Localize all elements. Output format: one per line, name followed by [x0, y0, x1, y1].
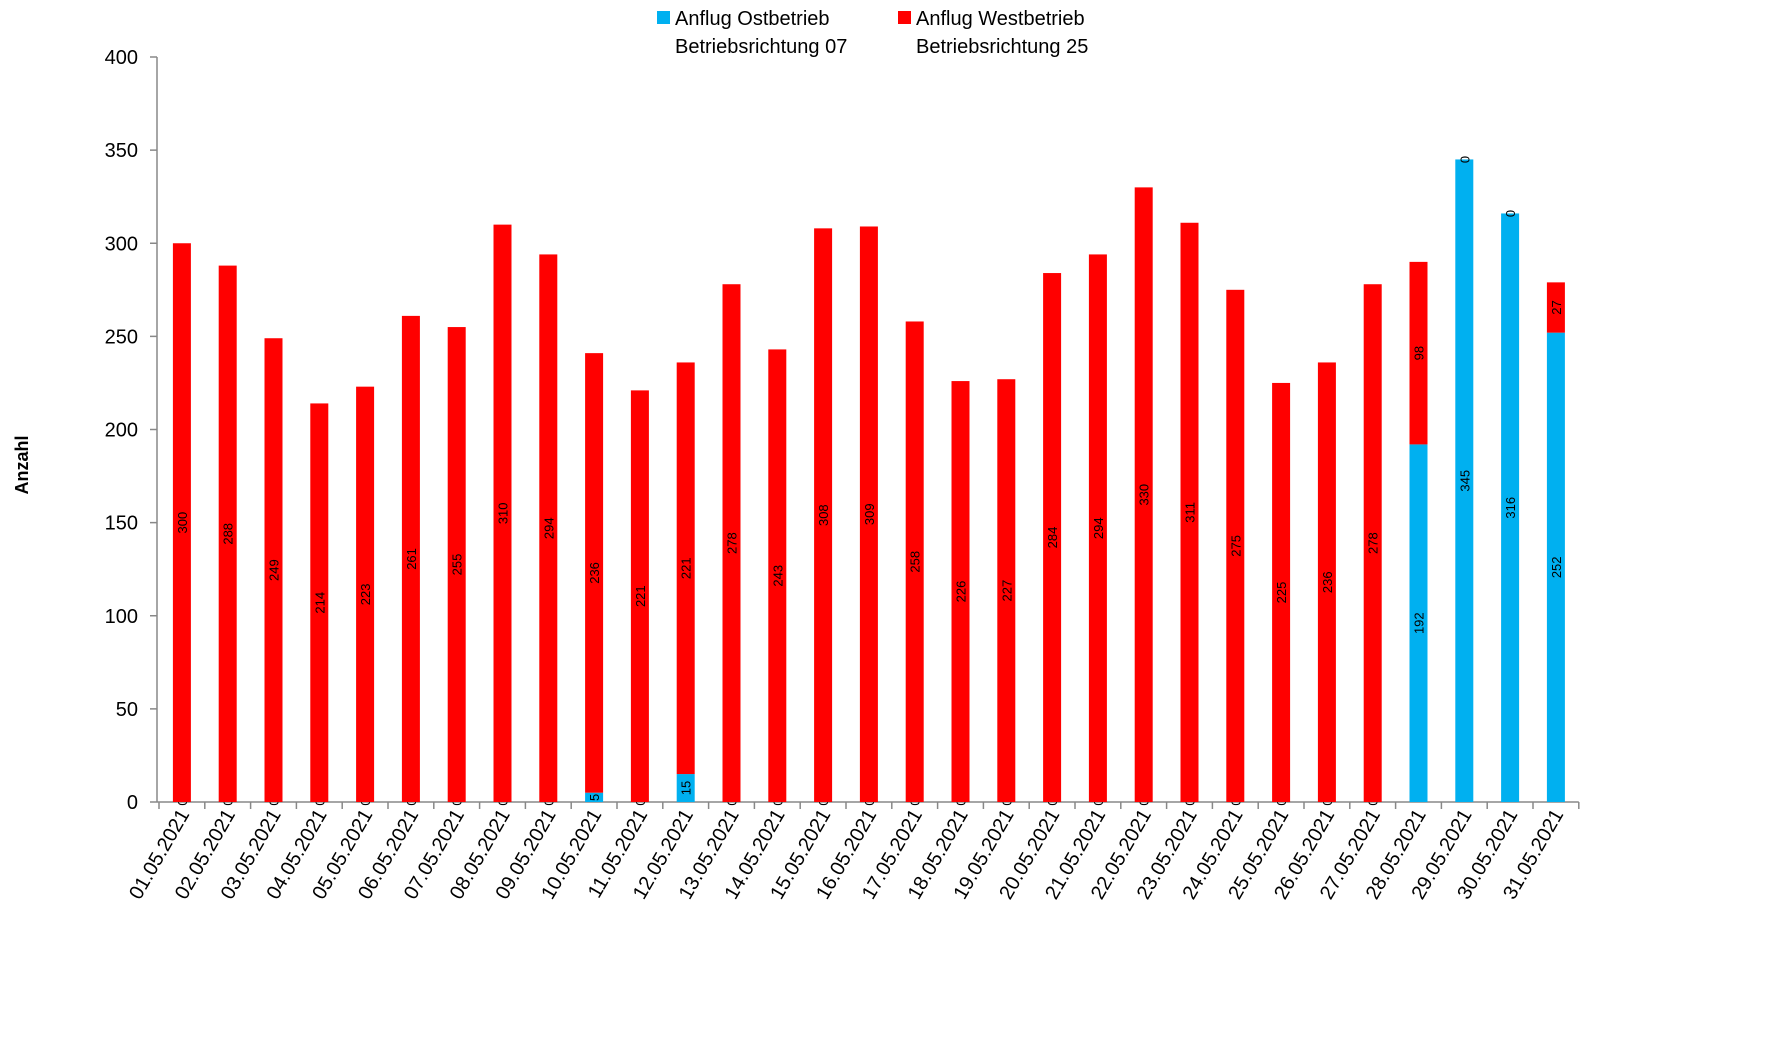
bar-segment	[814, 228, 833, 803]
value-label: 0	[1503, 210, 1518, 217]
bar-segment	[951, 381, 970, 802]
bar-segment	[768, 349, 787, 802]
bar-segment	[1317, 362, 1336, 802]
y-tick-label: 250	[105, 326, 138, 348]
value-label: 278	[725, 532, 740, 554]
bar-segment	[172, 243, 191, 802]
value-label: 227	[999, 580, 1014, 602]
bar-segment	[218, 265, 237, 803]
value-label: 221	[679, 557, 694, 579]
value-label: 255	[450, 554, 465, 576]
bar-segment	[447, 327, 466, 802]
bar-segment	[1363, 284, 1382, 803]
bar-segment	[1180, 222, 1199, 802]
bar-segment	[585, 792, 604, 802]
value-label: 27	[1549, 300, 1564, 314]
bar-segment	[676, 774, 695, 802]
bar-segment	[905, 321, 924, 802]
bar-segment	[1226, 289, 1245, 802]
bar-segment	[585, 353, 604, 793]
value-label: 308	[816, 504, 831, 526]
legend-label: Anflug Ostbetrieb Betriebsrichtung 07	[675, 8, 848, 58]
value-label: 214	[312, 592, 327, 614]
value-label: 5	[587, 794, 602, 801]
y-tick-label: 350	[105, 140, 138, 162]
bar-segment	[1409, 444, 1428, 802]
value-label: 249	[267, 559, 282, 581]
y-tick-label: 200	[105, 420, 138, 442]
y-tick-label: 150	[105, 513, 138, 535]
value-label: 236	[587, 562, 602, 584]
value-label: 294	[1091, 517, 1106, 539]
bar-segment	[630, 390, 649, 802]
bar-segment	[356, 386, 375, 802]
value-label: 223	[358, 583, 373, 605]
value-label: 0	[1457, 156, 1472, 163]
legend-swatch	[657, 11, 670, 24]
value-label: 330	[1137, 484, 1152, 506]
value-label: 258	[908, 551, 923, 573]
value-label: 252	[1549, 556, 1564, 578]
value-label: 192	[1412, 612, 1427, 634]
value-label: 300	[175, 512, 190, 534]
y-tick-label: 300	[105, 233, 138, 255]
value-label: 310	[496, 502, 511, 524]
bar-segment	[1134, 187, 1153, 802]
value-label: 236	[1320, 571, 1335, 593]
bar-segment	[722, 284, 741, 803]
value-label: 221	[633, 585, 648, 607]
value-label: 311	[1183, 502, 1198, 523]
bar-segment	[859, 226, 878, 803]
value-label: 316	[1503, 497, 1518, 519]
bar-segment	[264, 338, 283, 802]
value-label: 278	[1366, 532, 1381, 554]
value-label: 294	[541, 517, 556, 539]
value-label: 226	[954, 581, 969, 603]
bar-segment	[539, 254, 558, 803]
legend-swatch	[898, 11, 911, 24]
y-tick-label: 400	[105, 47, 138, 69]
bar-segment	[1043, 273, 1062, 802]
y-axis-label: Anzahl	[12, 435, 32, 494]
bar-segment	[997, 379, 1016, 802]
value-label: 275	[1228, 535, 1243, 557]
bar-segment	[1455, 159, 1474, 802]
y-tick-label: 50	[116, 699, 138, 721]
value-label: 261	[404, 548, 419, 570]
value-label: 98	[1412, 346, 1427, 360]
y-tick-label: 100	[105, 606, 138, 628]
value-label: 243	[770, 565, 785, 587]
value-label: 15	[679, 781, 694, 795]
y-tick-label: 0	[127, 792, 138, 814]
bar-segment	[1501, 213, 1520, 802]
bar-segment	[1409, 261, 1428, 445]
bar-segment	[310, 403, 329, 802]
value-label: 345	[1457, 470, 1472, 492]
bar-segment	[401, 315, 420, 802]
value-label: 288	[221, 523, 236, 545]
legend-label: Anflug Westbetrieb Betriebsrichtung 25	[916, 8, 1089, 58]
bar-segment	[676, 362, 695, 775]
value-label: 309	[862, 503, 877, 525]
value-label: 225	[1274, 582, 1289, 604]
bar-segment	[1546, 282, 1565, 333]
bar-segment	[1546, 332, 1565, 802]
value-label: 284	[1045, 527, 1060, 549]
bar-segment	[493, 224, 512, 802]
bar-segment	[1088, 254, 1107, 803]
bar-segment	[1272, 382, 1291, 802]
